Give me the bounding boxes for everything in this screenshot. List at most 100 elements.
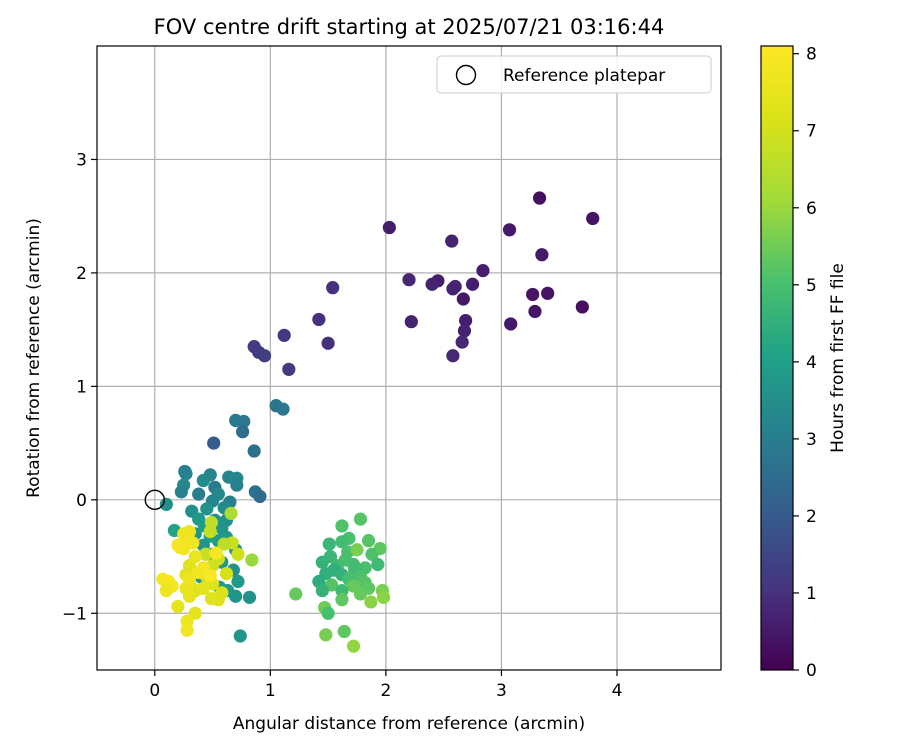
data-point bbox=[353, 512, 368, 526]
data-point bbox=[204, 591, 218, 606]
data-point bbox=[171, 599, 185, 614]
reference-marker bbox=[144, 489, 165, 511]
data-point bbox=[159, 583, 173, 598]
data-point bbox=[371, 557, 385, 572]
colorbar: 0 1 2 3 4 5 6 7 8 Hours from first FF file bbox=[760, 45, 848, 681]
data-point bbox=[457, 324, 472, 338]
reference-marker-group bbox=[144, 489, 165, 511]
y-tick-label: −1 bbox=[62, 604, 87, 624]
data-point bbox=[335, 593, 349, 607]
data-point bbox=[312, 312, 326, 327]
data-point bbox=[182, 589, 197, 603]
data-point bbox=[315, 555, 329, 569]
data-point bbox=[229, 589, 243, 603]
data-point bbox=[541, 286, 555, 300]
data-point bbox=[247, 444, 261, 458]
legend-label-reference: Reference platepar bbox=[503, 66, 665, 86]
colorbar-tick-label: 0 bbox=[806, 661, 817, 681]
scatter-points bbox=[156, 191, 600, 653]
data-point bbox=[231, 547, 245, 561]
colorbar-tick-label: 5 bbox=[806, 276, 817, 296]
data-point bbox=[192, 565, 206, 580]
data-point bbox=[465, 277, 480, 291]
data-point bbox=[319, 628, 333, 642]
data-point bbox=[203, 524, 217, 539]
data-point bbox=[502, 223, 517, 237]
data-point bbox=[326, 281, 340, 295]
data-point bbox=[192, 487, 206, 501]
data-point bbox=[159, 497, 173, 511]
data-point bbox=[446, 349, 460, 363]
data-point bbox=[504, 317, 518, 331]
x-tick-label: 4 bbox=[612, 681, 623, 701]
data-point bbox=[231, 574, 245, 589]
data-point bbox=[217, 537, 231, 551]
data-point bbox=[207, 436, 221, 450]
x-tick-label: 3 bbox=[496, 681, 507, 701]
data-point bbox=[353, 587, 368, 601]
data-point bbox=[233, 629, 247, 643]
y-tick-label: 2 bbox=[76, 264, 87, 284]
x-tick-label: 2 bbox=[380, 681, 391, 701]
data-point bbox=[180, 614, 194, 628]
data-point bbox=[188, 606, 202, 620]
data-point bbox=[575, 300, 589, 314]
data-point bbox=[182, 524, 197, 539]
data-point bbox=[322, 537, 336, 551]
y-tick-label: 0 bbox=[76, 491, 87, 511]
data-point bbox=[199, 547, 213, 561]
data-point bbox=[257, 349, 272, 363]
data-point bbox=[196, 581, 210, 595]
data-point bbox=[456, 292, 470, 306]
x-tick-label: 1 bbox=[265, 681, 276, 701]
data-point bbox=[180, 623, 194, 637]
legend: Reference platepar bbox=[436, 55, 712, 94]
y-axis-title: Rotation from reference (arcmin) bbox=[24, 218, 44, 498]
colorbar-tick-label: 6 bbox=[806, 199, 817, 219]
data-point bbox=[209, 546, 223, 560]
data-point bbox=[364, 595, 378, 609]
colorbar-title: Hours from first FF file bbox=[828, 263, 848, 453]
colorbar-gradient bbox=[760, 45, 794, 671]
data-point bbox=[337, 624, 351, 639]
data-point bbox=[361, 534, 376, 548]
data-point bbox=[253, 489, 267, 504]
colorbar-tick-label: 4 bbox=[806, 353, 817, 373]
data-point bbox=[171, 538, 185, 552]
colorbar-tick-label: 3 bbox=[806, 430, 817, 450]
data-point bbox=[376, 590, 391, 604]
data-point bbox=[321, 336, 335, 350]
data-point bbox=[528, 304, 542, 319]
data-point bbox=[586, 211, 600, 226]
data-point bbox=[196, 473, 210, 488]
y-axis-ticks: −1 0 1 2 3 bbox=[62, 150, 97, 624]
plot-frame bbox=[96, 45, 722, 671]
data-point bbox=[526, 287, 540, 302]
data-point bbox=[335, 535, 349, 549]
data-point bbox=[224, 506, 238, 521]
legend-reference-marker bbox=[455, 64, 477, 86]
data-point bbox=[242, 590, 257, 604]
data-point bbox=[276, 402, 290, 416]
data-point bbox=[365, 547, 379, 561]
data-point bbox=[188, 549, 202, 564]
y-tick-label: 3 bbox=[76, 150, 87, 170]
chart-title: FOV centre drift starting at 2025/07/21 … bbox=[154, 15, 665, 39]
x-tick-label: 0 bbox=[149, 681, 160, 701]
colorbar-tick-label: 2 bbox=[806, 507, 817, 527]
data-point bbox=[289, 587, 303, 601]
colorbar-ticks: 0 1 2 3 4 5 6 7 8 bbox=[793, 45, 817, 681]
legend-box bbox=[436, 55, 712, 94]
data-point bbox=[459, 313, 473, 328]
data-point bbox=[174, 485, 188, 499]
data-point bbox=[335, 583, 349, 598]
data-point bbox=[404, 315, 418, 329]
data-point bbox=[237, 414, 251, 429]
data-point bbox=[236, 425, 250, 439]
data-point bbox=[179, 467, 193, 481]
data-point bbox=[335, 519, 349, 533]
data-point bbox=[321, 606, 335, 620]
y-tick-label: 1 bbox=[76, 377, 87, 397]
data-point bbox=[219, 566, 234, 581]
